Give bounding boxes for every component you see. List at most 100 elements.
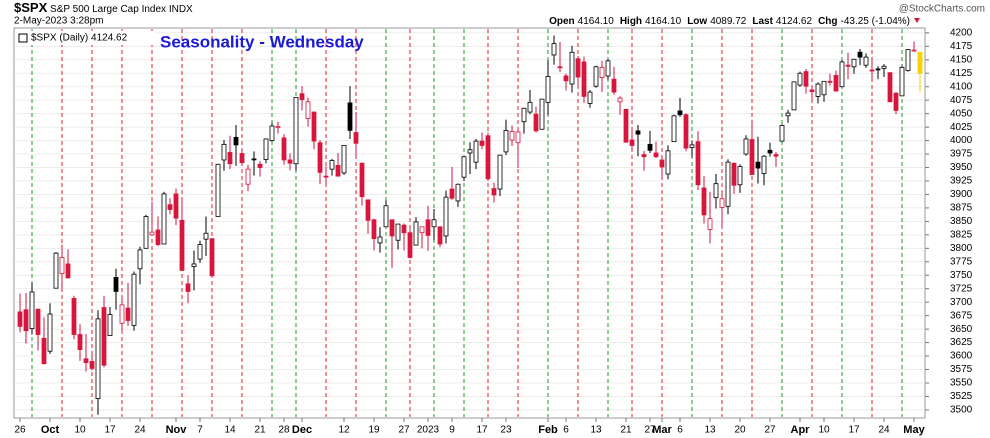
candle-body (863, 56, 869, 66)
candle-body (779, 125, 785, 142)
candle-body (167, 204, 173, 210)
candle-body (695, 141, 701, 186)
candle-body (641, 154, 647, 158)
candle-body (461, 156, 467, 178)
y-tick-label: 4050 (950, 108, 973, 119)
candle-body (161, 193, 167, 245)
candle-body (467, 149, 473, 154)
candle-body (77, 334, 83, 350)
candle-body (593, 66, 599, 87)
x-tick-label: 9 (449, 425, 455, 436)
candle-body (761, 155, 767, 174)
candle-body (221, 143, 227, 161)
candle-body (227, 152, 233, 165)
candle-body (539, 98, 545, 130)
candle-body (185, 283, 191, 292)
y-tick-label: 3525 (950, 391, 973, 402)
candle-body (647, 143, 653, 151)
candle-body (833, 75, 839, 92)
candle-body (545, 76, 551, 103)
y-tick-label: 4150 (950, 54, 973, 65)
candle-body (191, 263, 197, 268)
candle-body (737, 166, 743, 186)
candle-body (827, 80, 833, 83)
chart-title: Seasonality - Wednesday (160, 32, 364, 51)
y-tick-label: 3975 (950, 149, 973, 160)
candle-body (509, 131, 515, 141)
candle-body (845, 64, 851, 67)
candle-body (269, 125, 275, 141)
candle-body (683, 114, 689, 149)
candle-body (785, 112, 791, 117)
candle-body (125, 307, 131, 321)
candle-body (527, 101, 533, 113)
candle-body (773, 154, 779, 157)
candle-body (95, 318, 101, 400)
quote-value: 4124.62 (776, 16, 813, 27)
candle-body (677, 110, 683, 116)
candle-body (551, 43, 557, 56)
y-tick-label: 3625 (950, 337, 973, 348)
candle-body (353, 132, 359, 144)
candle-body (83, 358, 89, 363)
x-tick-label: 6 (563, 425, 569, 436)
x-tick-label: 7 (197, 425, 203, 436)
candle-body (485, 135, 491, 180)
y-tick-label: 3750 (950, 270, 973, 281)
candle-body (767, 149, 773, 154)
x-tick-label: 2023 (417, 425, 440, 436)
y-tick-label: 4200 (950, 27, 973, 38)
candle-body (911, 49, 917, 52)
candle-body (215, 163, 221, 217)
candle-body (323, 175, 329, 178)
x-tick-label: Nov (166, 424, 188, 436)
x-tick-label: 26 (14, 425, 26, 436)
quote-label: High (620, 16, 642, 27)
candle-body (311, 111, 317, 142)
candle-body (419, 226, 425, 234)
candle-body (557, 66, 563, 69)
candle-body (149, 231, 155, 236)
x-tick-label: 14 (224, 425, 236, 436)
candle-body (47, 313, 53, 352)
candle-body (893, 92, 899, 111)
y-tick-label: 4175 (950, 41, 973, 52)
candle-body (731, 162, 737, 186)
candle-body (665, 150, 671, 175)
candle-body (725, 161, 731, 207)
candle-body (869, 69, 875, 72)
candle-body (29, 291, 35, 329)
y-tick-label: 4000 (950, 135, 973, 146)
x-tick-label: 27 (764, 425, 776, 436)
name: S&P 500 Large Cap Index (50, 4, 166, 15)
x-tick-label: 17 (476, 425, 488, 436)
legend-icon (18, 33, 28, 43)
candle-body (59, 257, 65, 275)
candle-body (23, 309, 29, 332)
change-arrow (914, 18, 920, 23)
candle-body (347, 102, 353, 131)
candle-body (689, 144, 695, 148)
candle-body (659, 159, 665, 168)
candle-body (587, 91, 593, 104)
candle-body (359, 162, 365, 198)
candle-body (317, 142, 323, 173)
quote-label: Low (687, 16, 707, 27)
y-tick-label: 3575 (950, 364, 973, 375)
y-tick-label: 3500 (950, 405, 973, 416)
x-tick-label: May (903, 424, 925, 436)
y-tick-label: 3700 (950, 297, 973, 308)
y-tick-label: 3775 (950, 256, 973, 267)
x-tick-label: 27 (398, 425, 410, 436)
candle-body (341, 145, 347, 174)
candle-body (233, 136, 239, 146)
candle-body (473, 140, 479, 163)
y-tick-label: 3875 (950, 203, 973, 214)
candle-body (425, 219, 431, 236)
y-tick-label: 4100 (950, 81, 973, 92)
candle-body (245, 168, 251, 185)
candle-body (263, 138, 269, 160)
candle-body (299, 93, 305, 101)
candle-body (17, 311, 23, 327)
